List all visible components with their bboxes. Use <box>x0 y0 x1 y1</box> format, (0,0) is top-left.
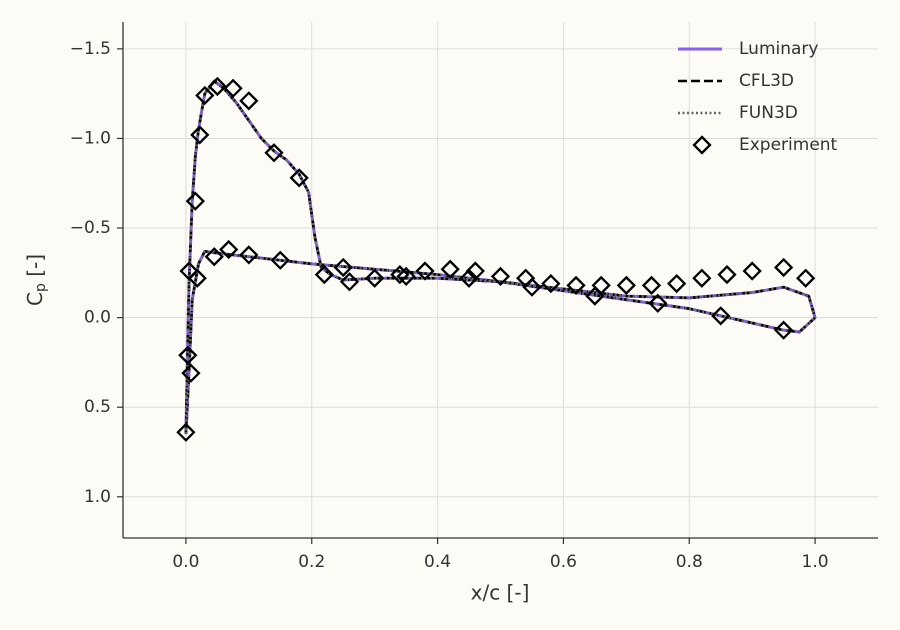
experiment-marker <box>239 91 259 111</box>
x-tick-label: 1.0 <box>802 552 829 572</box>
experiment-marker <box>641 275 662 296</box>
experiment-marker <box>711 306 731 326</box>
experiment-marker <box>415 261 435 281</box>
y-label-base: C <box>23 292 47 306</box>
experiment-marker <box>314 264 334 285</box>
x-tick-label: 0.4 <box>424 552 451 572</box>
experiment-marker <box>190 125 210 145</box>
experiment-marker <box>522 277 542 297</box>
legend-label: Luminary <box>739 39 818 59</box>
y-label-rest: [-] <box>23 254 47 283</box>
experiment-marker <box>773 257 794 278</box>
experiment-marker <box>270 250 290 270</box>
experiment-marker <box>339 272 360 292</box>
experiment-marker <box>181 363 201 383</box>
experiment-marker <box>490 266 511 287</box>
experiment-marker <box>176 422 196 442</box>
experiment-marker <box>204 247 224 267</box>
experiment-marker <box>185 191 205 211</box>
series-line <box>184 79 817 435</box>
experiment-marker <box>390 264 410 285</box>
y-tick-label: −1.5 <box>70 39 111 59</box>
experiment-marker <box>566 275 586 296</box>
x-tick-label: 0.2 <box>298 552 325 572</box>
y-tick-label: −1.0 <box>70 128 111 148</box>
x-tick-label: 0.0 <box>172 552 199 572</box>
experiment-marker <box>333 257 353 278</box>
experiment-marker <box>223 78 243 98</box>
experiment-marker <box>396 266 416 287</box>
x-tick-label: 0.6 <box>550 552 577 572</box>
experiment-marker <box>440 259 460 279</box>
experiment-marker <box>773 320 794 340</box>
y-label-sub: p <box>33 283 49 292</box>
experiment-marker <box>187 268 207 288</box>
experiment-marker <box>465 261 485 281</box>
experiment-marker <box>742 261 762 281</box>
experiment-marker <box>264 143 284 163</box>
experiment-marker <box>717 264 737 285</box>
experiment-marker <box>195 85 215 106</box>
x-tick-label: 0.8 <box>676 552 703 572</box>
y-tick-label: 1.0 <box>84 487 111 507</box>
experiment-marker <box>667 273 687 294</box>
legend-label: Experiment <box>739 135 838 155</box>
experiment-marker <box>692 268 712 288</box>
y-axis-label: Cp [-] <box>23 254 50 306</box>
y-tick-label: 0.0 <box>84 308 111 328</box>
y-tick-label: −0.5 <box>70 218 111 238</box>
experiment-marker <box>207 76 228 97</box>
experiment-marker <box>178 345 198 365</box>
experiment-marker <box>796 268 816 288</box>
legend-marker <box>692 135 712 155</box>
experiment-marker <box>239 245 259 265</box>
experiment-marker <box>219 239 239 260</box>
experiment-marker <box>289 168 309 188</box>
legend-label: CFL3D <box>739 71 794 91</box>
experiment-marker <box>648 293 668 313</box>
experiment-marker <box>459 268 479 288</box>
experiment-marker <box>616 275 636 296</box>
experiment-marker <box>541 273 561 294</box>
experiment-marker <box>591 275 611 296</box>
experiment-marker <box>365 268 385 288</box>
x-axis-label: x/c [-] <box>471 581 530 605</box>
y-tick-label: 0.5 <box>84 397 111 417</box>
legend-label: FUN3D <box>739 103 798 123</box>
